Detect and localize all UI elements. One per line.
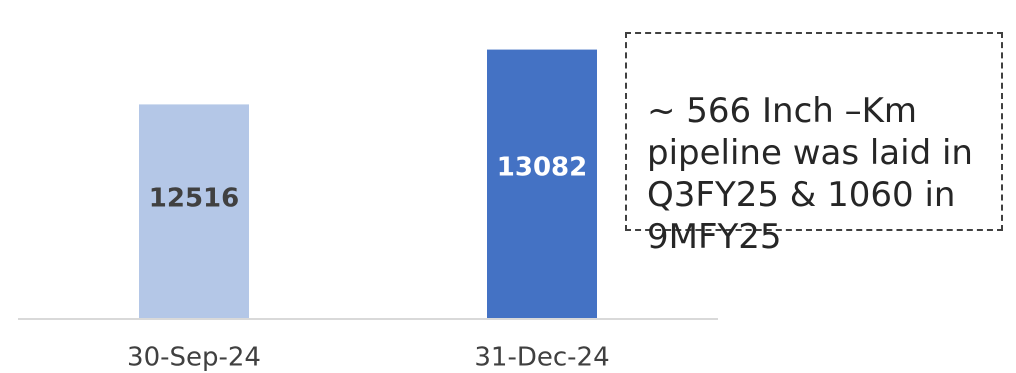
x-tick-label-30-Sep-24: 30-Sep-24: [127, 343, 261, 373]
bar-31-Dec-24: [487, 49, 597, 319]
data-label-30-Sep-24: 12516: [149, 183, 239, 213]
data-label-31-Dec-24: 13082: [497, 153, 587, 183]
x-tick-label-31-Dec-24: 31-Dec-24: [474, 343, 609, 373]
bar-30-Sep-24: [139, 104, 249, 320]
bars-layer: [139, 49, 597, 320]
annotation-note: ~ 566 Inch –Km pipeline was laid in Q3FY…: [625, 32, 1003, 257]
ticks-layer: 30-Sep-24 31-Dec-24: [127, 343, 610, 373]
annotation-text: ~ 566 Inch –Km pipeline was laid in Q3FY…: [647, 91, 973, 257]
labels-layer: 12516 13082: [149, 153, 587, 214]
